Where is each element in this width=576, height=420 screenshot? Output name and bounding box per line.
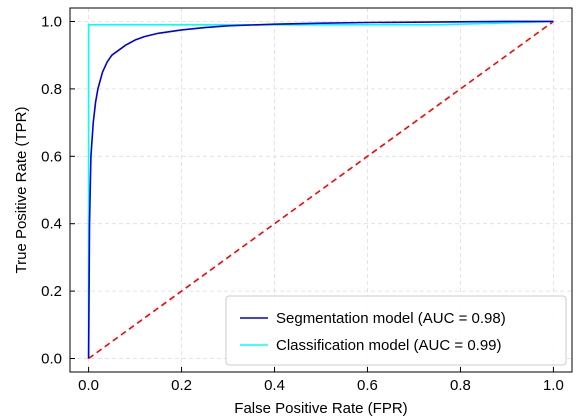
x-tick-label: 0.0 [78, 377, 99, 394]
y-tick-label: 0.4 [41, 216, 62, 233]
axis-ticks: 0.0 0.2 0.4 0.6 0.8 1.0 0.0 0.2 0.4 0.6 0.8 1.0 [41, 13, 564, 394]
legend-label: Segmentation model (AUC = 0.98) [276, 310, 506, 327]
series-line-0 [87, 20, 554, 359]
legend-label: Classification model (AUC = 0.99) [276, 337, 502, 354]
chance-diagonal-line [88, 20, 554, 360]
y-tick-label: 0.6 [41, 148, 62, 165]
legend: Segmentation model (AUC = 0.98) Classific… [225, 295, 567, 366]
y-tick-label: 1.0 [41, 13, 62, 30]
x-tick-label: 0.2 [171, 377, 192, 394]
y-tick-label: 0.8 [41, 81, 62, 98]
x-tick-label: 0.6 [357, 377, 378, 394]
y-tick-label: 0.0 [41, 351, 62, 368]
y-axis-label: True Positive Rate (TPR) [13, 107, 30, 274]
legend-box [225, 295, 567, 366]
x-tick-label: 1.0 [543, 377, 564, 394]
plot-lines [87, 20, 554, 360]
x-tick-label: 0.4 [264, 377, 285, 394]
plot-frame [69, 7, 573, 373]
x-tick-label: 0.8 [450, 377, 471, 394]
y-tick-label: 0.2 [41, 283, 62, 300]
x-axis-label: False Positive Rate (FPR) [234, 400, 407, 417]
